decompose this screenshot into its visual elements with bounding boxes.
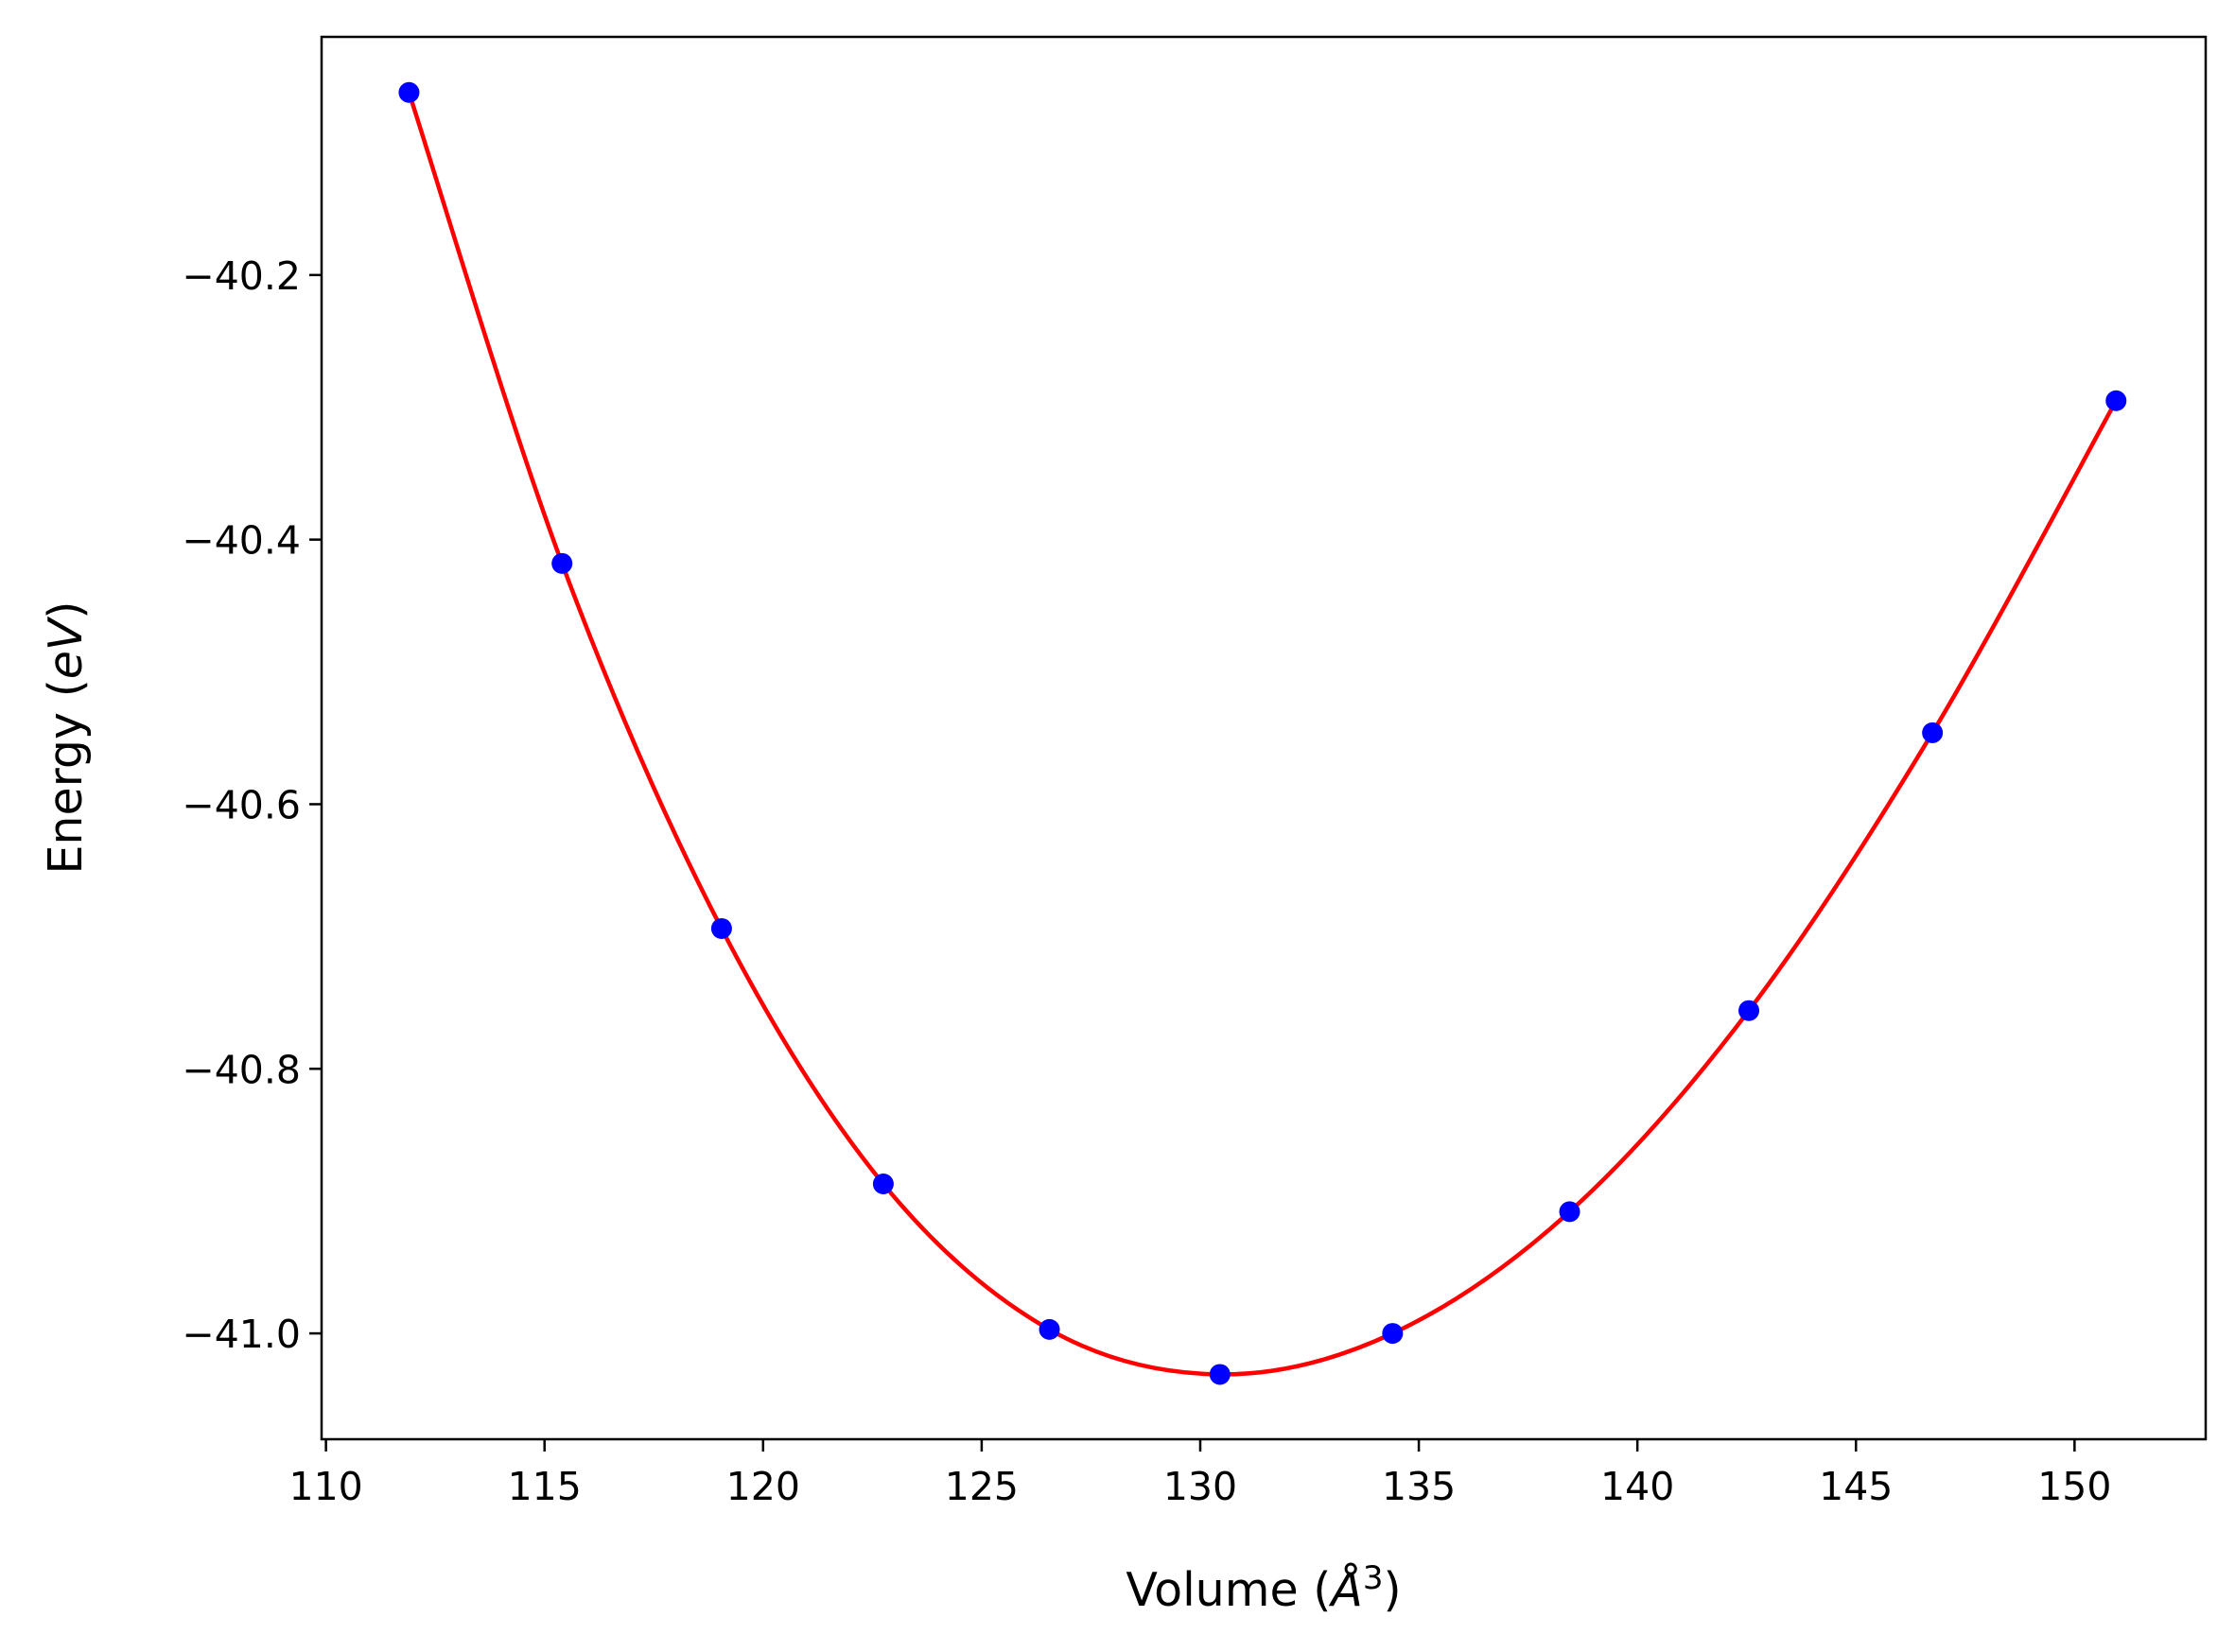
x-axis-label: Volume (Å3) xyxy=(1126,1559,1401,1617)
x-tick-label: 115 xyxy=(508,1464,582,1509)
x-tick-label: 130 xyxy=(1163,1464,1237,1509)
data-point xyxy=(1922,722,1944,743)
data-points-layer xyxy=(398,81,2127,1385)
x-tick-label: 125 xyxy=(945,1464,1019,1509)
data-point xyxy=(1209,1364,1231,1385)
x-tick-label: 140 xyxy=(1600,1464,1674,1509)
y-tick-label: −40.2 xyxy=(182,253,301,299)
x-tick-label: 110 xyxy=(288,1464,362,1509)
fit-curve-line xyxy=(407,92,2119,1377)
data-point xyxy=(1738,1000,1760,1021)
y-tick-label: −40.4 xyxy=(182,518,301,564)
plot-frame xyxy=(320,35,2208,1441)
y-axis-ticks: −40.2 −40.4 −40.6 −40.8 −41.0 xyxy=(182,253,322,1357)
y-axis-label: Energy (eV) xyxy=(39,600,93,874)
data-point xyxy=(710,917,732,939)
data-point xyxy=(551,552,573,574)
data-point xyxy=(2105,390,2127,411)
data-point xyxy=(398,81,420,103)
x-tick-label: 135 xyxy=(1382,1464,1456,1509)
data-point xyxy=(1559,1201,1580,1223)
data-point xyxy=(1382,1323,1404,1345)
x-tick-label: 150 xyxy=(2037,1464,2111,1509)
x-tick-label: 145 xyxy=(1819,1464,1893,1509)
data-point xyxy=(1039,1318,1060,1340)
y-tick-label: −40.8 xyxy=(182,1047,301,1092)
fit-curve-layer xyxy=(407,92,2119,1377)
x-axis-ticks: 110 115 120 125 130 135 140 145 150 xyxy=(288,1439,2111,1509)
x-tick-label: 120 xyxy=(726,1464,800,1509)
data-point xyxy=(872,1173,894,1194)
y-tick-label: −41.0 xyxy=(182,1312,301,1357)
y-tick-label: −40.6 xyxy=(182,782,301,827)
